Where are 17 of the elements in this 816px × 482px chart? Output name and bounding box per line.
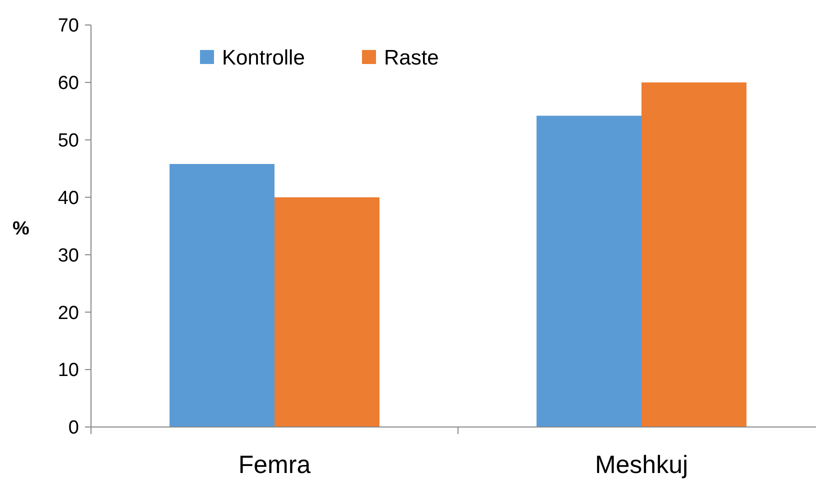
y-tick-label: 70 xyxy=(58,16,79,37)
y-tick-label: 0 xyxy=(68,418,79,439)
bar xyxy=(274,197,380,427)
y-tick-label: 60 xyxy=(58,73,79,94)
y-axis-title: % xyxy=(12,218,30,240)
x-tick-label: Femra xyxy=(238,451,311,479)
bar xyxy=(170,164,274,427)
y-tick-label: 40 xyxy=(58,188,79,209)
bar xyxy=(642,82,746,427)
legend-label: Kontrolle xyxy=(222,46,305,70)
y-tick-label: 30 xyxy=(58,245,79,266)
y-tick-label: 20 xyxy=(58,302,79,324)
y-tick-label: 50 xyxy=(58,130,79,152)
bar xyxy=(536,116,642,427)
legend-label: Raste xyxy=(384,46,439,70)
x-tick-label: Meshkuj xyxy=(594,451,688,479)
y-tick-label: 10 xyxy=(58,360,79,382)
